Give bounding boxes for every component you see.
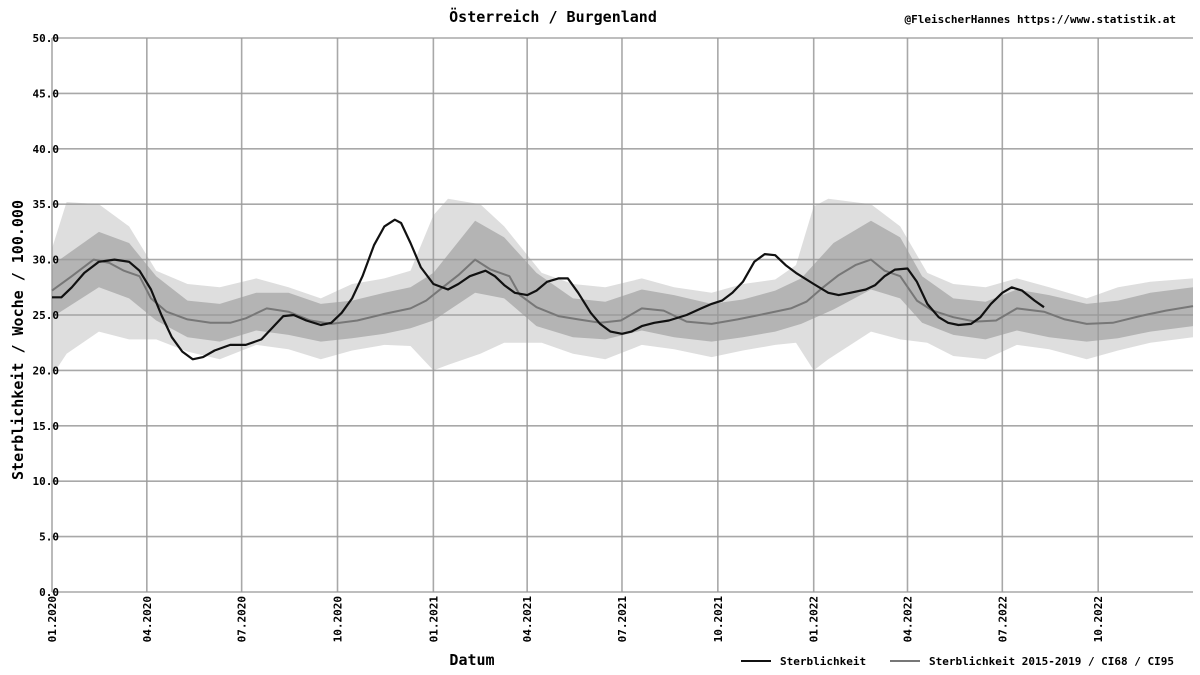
y-tick-label: 45.0: [33, 87, 60, 100]
x-tick-label: 04.2021: [521, 596, 534, 643]
y-axis-label: Sterblichkeit / Woche / 100.000: [9, 200, 27, 480]
chart-credit: @FleischerHannes https://www.statistik.a…: [904, 13, 1176, 26]
y-tick-label: 20.0: [33, 364, 60, 377]
y-tick-label: 50.0: [33, 32, 60, 45]
y-tick-label: 40.0: [33, 143, 60, 156]
mortality-series-line: [52, 218, 1045, 361]
y-tick-label: 25.0: [33, 309, 60, 322]
x-tick-label: 10.2021: [712, 596, 725, 643]
y-tick-label: 35.0: [33, 198, 60, 211]
x-tick-label: 07.2020: [236, 596, 249, 642]
legend: Sterblichkeit Sterblichkeit 2015-2019 / …: [741, 655, 1174, 668]
x-axis-label: Datum: [449, 651, 494, 669]
chart-title: Österreich / Burgenland: [449, 7, 657, 26]
x-tick-label: 01.2022: [808, 596, 821, 642]
y-tick-label: 10.0: [33, 475, 60, 488]
x-tick-label: 07.2021: [616, 596, 629, 643]
plot-area: 0.0 5.0 10.0 15.0 20.0 25.0 30.0 35.0 40.0 45.0 50…: [33, 32, 1194, 642]
x-tick-label: 04.2022: [901, 596, 914, 642]
x-tick-label: 07.2022: [996, 596, 1009, 642]
x-tick-label: 10.2022: [1092, 596, 1105, 642]
y-tick-label: 5.0: [39, 531, 59, 544]
x-tick-label: 01.2020: [46, 596, 59, 642]
y-tick-label: 0.0: [39, 586, 59, 599]
x-tick-label: 01.2021: [427, 596, 440, 643]
x-tick-label: 04.2020: [141, 596, 154, 642]
legend-label-actual: Sterblichkeit: [780, 655, 866, 668]
y-tick-label: 30.0: [33, 254, 60, 267]
baseline-series-line: [51, 258, 1194, 325]
legend-label-baseline: Sterblichkeit 2015-2019 / CI68 / CI95: [929, 655, 1174, 668]
x-tick-label: 10.2020: [332, 596, 345, 642]
y-tick-label: 15.0: [33, 420, 60, 433]
